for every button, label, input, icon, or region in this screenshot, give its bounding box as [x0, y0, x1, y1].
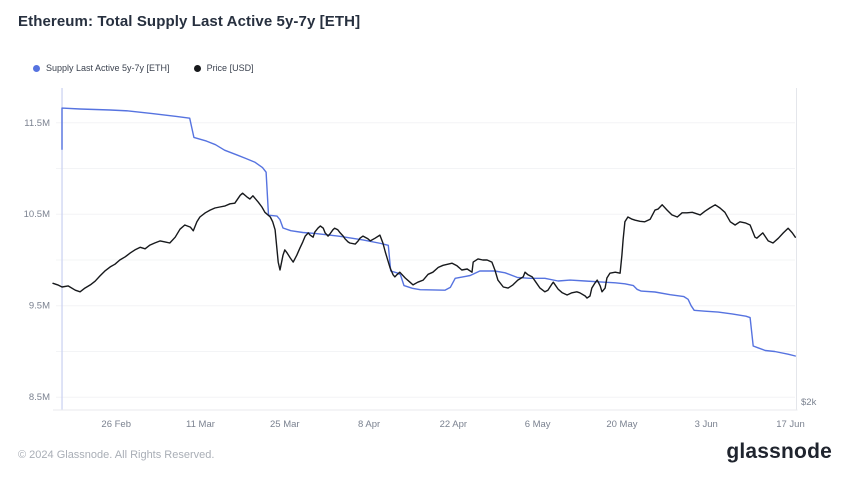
page-title: Ethereum: Total Supply Last Active 5y-7y…: [18, 13, 361, 30]
x-axis-tick-label: 22 Apr: [440, 419, 467, 430]
x-axis-tick-label: 25 Mar: [270, 419, 300, 430]
x-axis-tick-label: 6 May: [525, 419, 551, 430]
x-axis-tick-label: 8 Apr: [358, 419, 380, 430]
price-legend-dot-icon: [193, 64, 201, 72]
supply-legend-label: Supply Last Active 5y-7y [ETH]: [46, 63, 170, 73]
y-axis-tick-label: 10.5M: [24, 209, 50, 220]
y-axis-tick-label: 11.5M: [24, 118, 50, 129]
x-axis-tick-label: 20 May: [606, 419, 637, 430]
y-axis-tick-label: 9.5M: [29, 301, 50, 312]
supply-series-line[interactable]: [61, 107, 796, 357]
supply-legend-dot-icon: [33, 64, 40, 72]
price-series-line[interactable]: [52, 192, 796, 299]
chart-legend: Supply Last Active 5y-7y [ETH] Price [US…: [33, 63, 278, 73]
x-axis-tick-label: 3 Jun: [695, 419, 718, 430]
right-axis-tick-label: $2k: [801, 397, 817, 408]
price-legend-label: Price [USD]: [206, 63, 254, 73]
x-axis-tick-label: 26 Feb: [101, 419, 131, 430]
x-axis-tick-label: 17 Jun: [776, 419, 805, 430]
glassnode-logo: glassnode: [726, 440, 832, 463]
legend-item-price[interactable]: Price [USD]: [193, 63, 254, 73]
copyright-text: © 2024 Glassnode. All Rights Reserved.: [18, 449, 215, 461]
x-axis-tick-label: 11 Mar: [186, 419, 215, 430]
legend-item-supply[interactable]: Supply Last Active 5y-7y [ETH]: [33, 63, 170, 73]
y-axis-tick-label: 8.5M: [29, 392, 50, 403]
